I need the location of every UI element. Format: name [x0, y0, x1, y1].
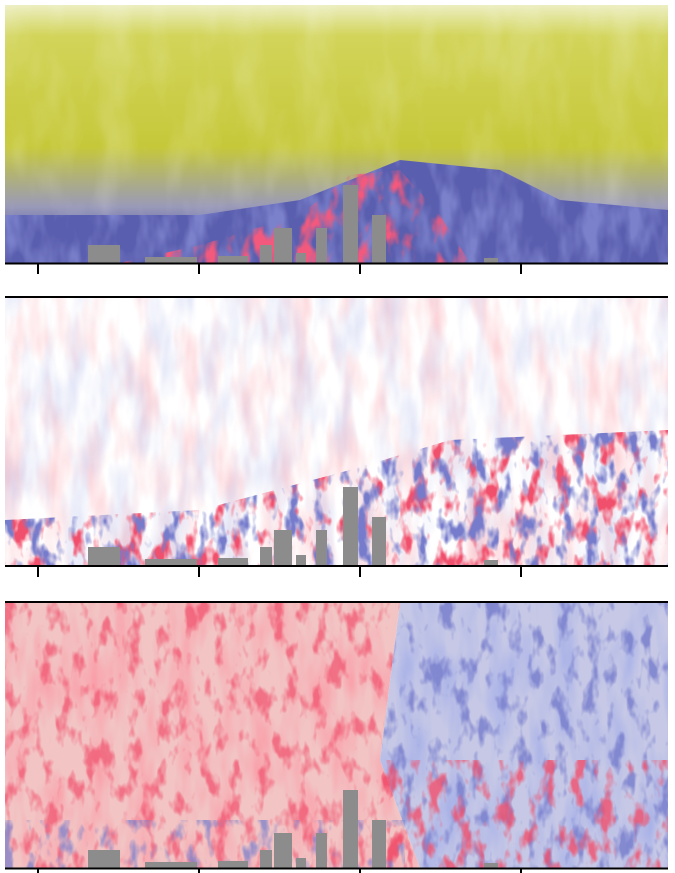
panel-velocity-w [5, 603, 668, 868]
page: Flow field panels {} html, body { margin… [0, 0, 675, 873]
panel-velocity-u [5, 298, 668, 565]
red-streaks [380, 760, 668, 868]
turbulent-region [5, 420, 668, 565]
ticks [38, 869, 521, 873]
ticks [38, 264, 521, 274]
panel-scalar [5, 5, 668, 263]
figure [0, 0, 675, 873]
blue-streaks [5, 420, 668, 565]
ticks [38, 567, 521, 577]
page-body [0, 0, 675, 873]
